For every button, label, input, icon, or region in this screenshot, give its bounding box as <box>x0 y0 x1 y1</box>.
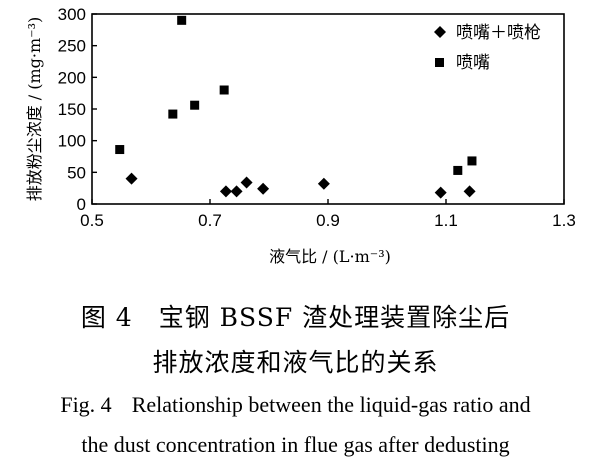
legend-label-series-1: 喷嘴＋喷枪 <box>456 23 541 43</box>
data-point-square <box>177 15 187 25</box>
legend-square-marker <box>435 58 444 67</box>
caption-en-line-1: Fig. 4 Relationship between the liquid-ga… <box>0 392 591 418</box>
scatter-chart: 0 50 100 150 200 250 300 0.5 0.7 0.9 1.1 1.3 液气比 /… <box>25 5 576 266</box>
y-tick-label: 250 <box>58 37 86 56</box>
x-tick-label: 1.3 <box>552 211 576 230</box>
data-point-diamond <box>219 185 232 198</box>
data-point-square <box>219 85 229 95</box>
y-axis: 0 50 100 150 200 250 300 <box>58 5 97 214</box>
caption-title-en-1: Relationship between the liquid-gas rati… <box>131 392 531 417</box>
figure-number-cn: 图 4 <box>80 303 133 332</box>
caption-title-en-2: the dust concentration in flue gas after… <box>81 432 510 457</box>
y-axis-label: 排放粉尘浓度 / (mg·m⁻³) <box>25 17 44 202</box>
data-point-diamond <box>230 185 243 198</box>
caption-title-cn-1: 宝钢 BSSF 渣处理装置除尘后 <box>158 303 511 332</box>
data-point-square <box>467 156 477 166</box>
legend: 喷嘴＋喷枪 喷嘴 <box>434 23 541 73</box>
caption-cn-line-1: 图 4 宝钢 BSSF 渣处理装置除尘后 <box>0 298 591 334</box>
y-tick-label: 0 <box>77 195 86 214</box>
data-point-square <box>115 145 125 155</box>
figure-number-en: Fig. 4 <box>60 392 112 417</box>
data-point-square <box>190 100 200 110</box>
y-tick-label: 150 <box>58 100 86 119</box>
x-tick-label: 1.1 <box>434 211 458 230</box>
data-point-diamond <box>240 176 253 189</box>
caption-en-line-2: the dust concentration in flue gas after… <box>0 432 591 458</box>
data-point-diamond <box>434 186 447 199</box>
y-tick-label: 300 <box>58 5 86 24</box>
data-points <box>115 15 477 199</box>
x-tick-label: 0.9 <box>316 211 340 230</box>
data-point-diamond <box>257 182 270 195</box>
y-tick-label: 200 <box>58 68 86 87</box>
legend-label-series-2: 喷嘴 <box>456 53 490 73</box>
data-point-square <box>168 109 178 119</box>
data-point-diamond <box>463 185 476 198</box>
x-tick-label: 0.5 <box>80 211 104 230</box>
caption-title-cn-2: 排放浓度和液气比的关系 <box>152 348 439 377</box>
x-axis: 0.5 0.7 0.9 1.1 1.3 <box>80 199 576 230</box>
x-axis-label: 液气比 / (L·m⁻³) <box>269 247 391 266</box>
caption-cn-line-2: 排放浓度和液气比的关系 <box>0 343 591 379</box>
legend-diamond-marker <box>434 26 446 38</box>
y-tick-label: 50 <box>67 163 86 182</box>
data-point-diamond <box>317 177 330 190</box>
data-point-diamond <box>125 172 138 185</box>
y-tick-label: 100 <box>58 132 86 151</box>
x-tick-label: 0.7 <box>198 211 222 230</box>
data-point-square <box>453 165 463 175</box>
